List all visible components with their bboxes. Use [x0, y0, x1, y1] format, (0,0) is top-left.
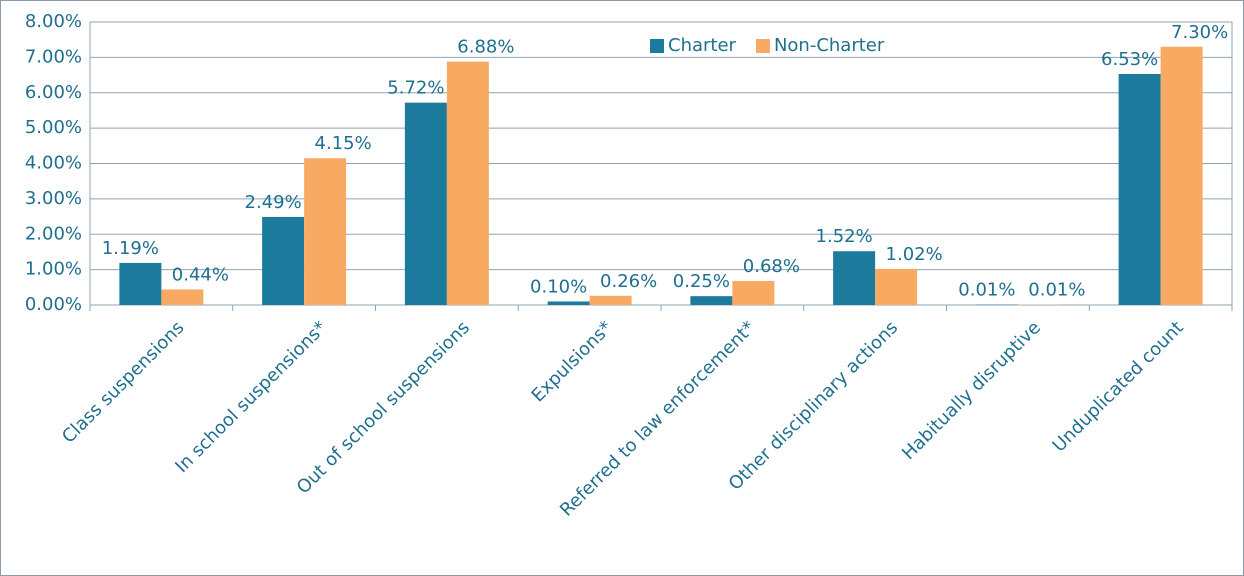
y-tick-label: 0.00% [25, 294, 82, 315]
y-tick-label: 1.00% [25, 259, 82, 280]
bar [690, 296, 733, 305]
bar [589, 295, 632, 305]
bar [875, 268, 918, 305]
value-label: 0.10% [530, 276, 587, 297]
value-label: 6.53% [1101, 49, 1158, 70]
value-label: 4.15% [315, 133, 372, 154]
bar [446, 61, 489, 306]
bar [119, 262, 162, 305]
bar [404, 102, 447, 305]
value-label: 0.26% [600, 271, 657, 292]
legend-swatch [650, 39, 664, 53]
y-tick-label: 2.00% [25, 223, 82, 244]
value-label: 0.25% [673, 271, 730, 292]
value-label: 1.52% [816, 226, 873, 247]
bar [262, 216, 305, 305]
legend-swatch [755, 39, 770, 53]
bar [1118, 74, 1161, 305]
value-label: 7.30% [1171, 22, 1228, 43]
bar [732, 280, 775, 305]
bar [547, 301, 590, 305]
value-label: 0.01% [958, 280, 1015, 301]
value-label: 1.19% [102, 238, 159, 259]
value-label: 2.49% [245, 192, 302, 213]
value-label: 0.68% [743, 256, 800, 277]
bar [833, 251, 876, 305]
value-label: 5.72% [387, 78, 444, 99]
y-tick-label: 6.00% [25, 82, 82, 103]
y-tick-label: 4.00% [25, 153, 82, 174]
y-tick-label: 5.00% [25, 117, 82, 138]
value-label: 6.88% [457, 37, 514, 58]
bar [1160, 46, 1203, 305]
value-label: 0.01% [1028, 280, 1085, 301]
legend-label: Charter [668, 35, 737, 56]
value-label: 1.02% [886, 244, 943, 265]
y-tick-label: 3.00% [25, 188, 82, 209]
value-label: 0.44% [172, 264, 229, 285]
y-tick-label: 7.00% [25, 46, 82, 67]
bar [161, 289, 204, 305]
bar [304, 158, 347, 305]
y-tick-label: 8.00% [25, 11, 82, 32]
legend-label: Non-Charter [774, 35, 885, 56]
